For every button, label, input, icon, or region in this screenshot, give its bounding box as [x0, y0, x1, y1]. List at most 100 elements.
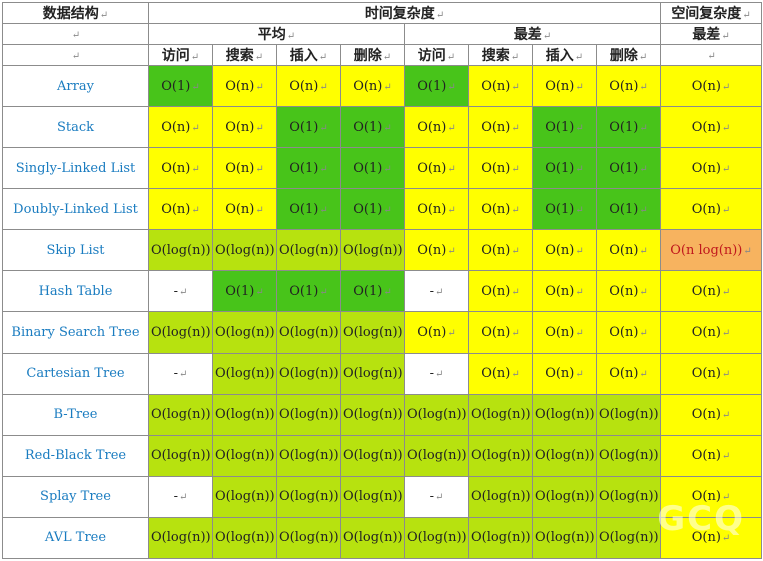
table-row: B-TreeO(log(n))↵O(log(n))↵O(log(n))↵O(lo… — [2, 393, 763, 436]
cell-worst-delete: O(n)↵ — [595, 352, 662, 395]
cell-avg-insert: O(log(n))↵ — [276, 393, 341, 436]
cell-avg-insert: O(log(n))↵ — [276, 516, 341, 560]
structure-name-splay-tree[interactable]: Splay Tree — [2, 475, 149, 518]
cell-worst-access: O(n)↵ — [404, 311, 469, 354]
cell-avg-search: O(1)↵ — [212, 270, 277, 313]
header-space-worst: 最差↵ — [660, 23, 763, 45]
cell-space-worst: O(n log(n))↵ — [660, 229, 763, 272]
table-row: Stack O(n)↵ O(n)↵ O(1)↵ O(1)↵ O(n)↵ O(n)↵ O(1)↵… — [2, 106, 763, 149]
cell-worst-search: O(n)↵ — [468, 147, 533, 190]
cell-worst-delete: O(log(n))↵ — [595, 393, 662, 436]
cell-worst-search: O(n)↵ — [468, 229, 533, 272]
cell-avg-access: O(n)↵ — [148, 147, 213, 190]
cell-worst-insert: O(n)↵ — [532, 352, 597, 395]
header-row-1: 数据结构↵ 时间复杂度↵ 空间复杂度↵ — [2, 2, 763, 24]
cell-worst-insert: O(1)↵ — [532, 188, 597, 231]
op-search: 搜索↵ — [468, 44, 533, 66]
cell-avg-delete: O(1)↵ — [340, 188, 405, 231]
structure-name-array[interactable]: Array — [2, 64, 149, 108]
cell-space-worst: O(n)↵ — [660, 270, 763, 313]
cell-worst-access: -↵ — [404, 475, 469, 518]
cell-worst-delete: O(n)↵ — [595, 270, 662, 313]
cell-avg-insert: O(1)↵ — [276, 147, 341, 190]
cell-worst-search: O(n)↵ — [468, 270, 533, 313]
header-row-2: ↵ 平均↵ 最差↵ 最差↵ — [2, 23, 763, 45]
header-space-complexity: 空间复杂度↵ — [660, 2, 763, 24]
cell-avg-insert: O(1)↵ — [276, 106, 341, 149]
cell-worst-delete: O(n)↵ — [595, 229, 662, 272]
cell-worst-search: O(log(n))↵ — [468, 516, 533, 560]
op-search: 搜索↵ — [212, 44, 277, 66]
cell-avg-access: O(n)↵ — [148, 106, 213, 149]
cell-worst-insert: O(log(n))↵ — [532, 516, 597, 560]
cell-worst-insert: O(1)↵ — [532, 147, 597, 190]
cell-space-worst: O(n)↵ — [660, 352, 763, 395]
op-insert: 插入↵ — [276, 44, 341, 66]
cell-space-worst: O(n)↵ — [660, 64, 763, 108]
cell-worst-delete: O(1)↵ — [595, 188, 662, 231]
table-body: Array O(1)↵ O(n)↵ O(n)↵ O(n)↵ O(1)↵ O(n)↵ O(n)↵… — [2, 64, 763, 560]
cell-avg-access: O(log(n))↵ — [148, 434, 213, 477]
cell-avg-search: O(n)↵ — [212, 147, 277, 190]
header-row-3: ↵ 访问↵ 搜索↵ 插入↵ 删除↵ 访问↵ 搜索↵ 插入↵ 删除↵ ↵ — [2, 44, 763, 66]
cell-worst-search: O(n)↵ — [468, 106, 533, 149]
cell-avg-search: O(log(n))↵ — [212, 393, 277, 436]
table-row: Doubly-Linked List O(n)↵ O(n)↵ O(1)↵ O(1)↵ O(… — [2, 188, 763, 231]
cell-avg-search: O(log(n))↵ — [212, 311, 277, 354]
cell-worst-insert: O(log(n))↵ — [532, 434, 597, 477]
header-empty-cell: ↵ — [660, 44, 763, 66]
cell-avg-insert: O(log(n))↵ — [276, 311, 341, 354]
cell-avg-access: O(1)↵ — [148, 64, 213, 108]
header-structure: 数据结构↵ — [2, 2, 149, 24]
cell-worst-search: O(n)↵ — [468, 352, 533, 395]
cell-worst-search: O(log(n))↵ — [468, 393, 533, 436]
structure-name-red-black-tree[interactable]: Red-Black Tree — [2, 434, 149, 477]
structure-name-stack[interactable]: Stack — [2, 106, 149, 149]
cell-worst-access: O(n)↵ — [404, 229, 469, 272]
cell-avg-search: O(n)↵ — [212, 106, 277, 149]
cell-avg-delete: O(log(n))↵ — [340, 516, 405, 560]
cell-worst-access: O(log(n))↵ — [404, 516, 469, 560]
header-average: 平均↵ — [148, 23, 405, 45]
op-delete: 删除↵ — [340, 44, 405, 66]
cell-space-worst: O(n)↵ — [660, 475, 763, 518]
structure-name-b-tree[interactable]: B-Tree — [2, 393, 149, 436]
cell-worst-access: O(n)↵ — [404, 106, 469, 149]
table-row: Hash Table -↵ O(1)↵ O(1)↵ O(1)↵ -↵ O(n)↵ O(n)↵ O… — [2, 270, 763, 313]
cell-worst-search: O(n)↵ — [468, 64, 533, 108]
cell-avg-delete: O(log(n))↵ — [340, 311, 405, 354]
cell-space-worst: O(n)↵ — [660, 434, 763, 477]
table-row: Red-Black TreeO(log(n))↵O(log(n))↵O(log(… — [2, 434, 763, 477]
cell-avg-delete: O(log(n))↵ — [340, 393, 405, 436]
structure-name-hash-table[interactable]: Hash Table — [2, 270, 149, 313]
cell-avg-search: O(n)↵ — [212, 188, 277, 231]
cell-avg-search: O(log(n))↵ — [212, 434, 277, 477]
cell-worst-access: -↵ — [404, 270, 469, 313]
cell-avg-access: O(log(n))↵ — [148, 516, 213, 560]
header-empty-cell: ↵ — [2, 44, 149, 66]
cell-avg-delete: O(n)↵ — [340, 64, 405, 108]
header-empty-cell: ↵ — [2, 23, 149, 45]
op-access: 访问↵ — [148, 44, 213, 66]
table-row: Splay Tree-↵O(log(n))↵O(log(n))↵O(log(n)… — [2, 475, 763, 518]
table-row: Skip ListO(log(n))↵O(log(n))↵O(log(n))↵O… — [2, 229, 763, 272]
structure-name-avl-tree[interactable]: AVL Tree — [2, 516, 149, 560]
cell-avg-insert: O(1)↵ — [276, 270, 341, 313]
structure-name-binary-search-tree[interactable]: Binary Search Tree — [2, 311, 149, 354]
structure-name-cartesian-tree[interactable]: Cartesian Tree — [2, 352, 149, 395]
cell-worst-delete: O(1)↵ — [595, 147, 662, 190]
cell-worst-insert: O(n)↵ — [532, 270, 597, 313]
op-access: 访问↵ — [404, 44, 469, 66]
cell-worst-delete: O(1)↵ — [595, 106, 662, 149]
cell-avg-insert: O(1)↵ — [276, 188, 341, 231]
structure-name-skip-list[interactable]: Skip List — [2, 229, 149, 272]
cell-avg-access: O(log(n))↵ — [148, 393, 213, 436]
structure-name-doubly-linked-list[interactable]: Doubly-Linked List — [2, 188, 149, 231]
cell-worst-insert: O(n)↵ — [532, 311, 597, 354]
cell-worst-insert: O(n)↵ — [532, 64, 597, 108]
structure-name-singly-linked-list[interactable]: Singly-Linked List — [2, 147, 149, 190]
cell-worst-insert: O(1)↵ — [532, 106, 597, 149]
cell-avg-access: -↵ — [148, 270, 213, 313]
cell-space-worst: O(n)↵ — [660, 188, 763, 231]
